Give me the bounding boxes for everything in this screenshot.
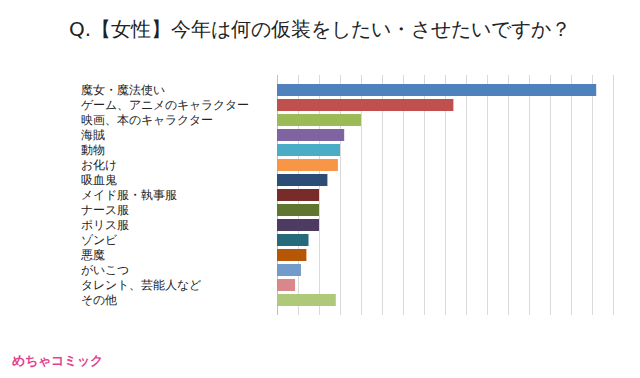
svg-text:ナース服: ナース服 (81, 203, 129, 217)
svg-text:タレント、芸能人など: タレント、芸能人など (81, 278, 201, 292)
svg-text:動物: 動物 (81, 143, 105, 157)
svg-text:映画、本のキャラクター: 映画、本のキャラクター (81, 113, 213, 127)
svg-text:ゲーム、アニメのキャラクター: ゲーム、アニメのキャラクター (81, 98, 249, 112)
svg-text:その他: その他 (81, 293, 117, 307)
svg-text:悪魔: 悪魔 (80, 248, 105, 262)
svg-text:吸血鬼: 吸血鬼 (81, 173, 117, 187)
svg-text:魔女・魔法使い: 魔女・魔法使い (81, 83, 165, 97)
svg-text:ゾンビ: ゾンビ (81, 233, 118, 247)
html-text:Q.【女性】今年は何の仮装をしたい・させたいですか？: Q.【女性】今年は何の仮装をしたい・させたいですか？ (68, 17, 571, 41)
svg-text:海賊: 海賊 (81, 128, 105, 142)
svg-text:メイド服・執事服: メイド服・執事服 (81, 188, 177, 202)
svg-text:ポリス服: ポリス服 (81, 218, 129, 232)
svg-text:がいこつ: がいこつ (81, 263, 129, 277)
html-text:めちゃコミック: めちゃコミック (12, 353, 103, 368)
svg-text:お化け: お化け (81, 158, 117, 172)
